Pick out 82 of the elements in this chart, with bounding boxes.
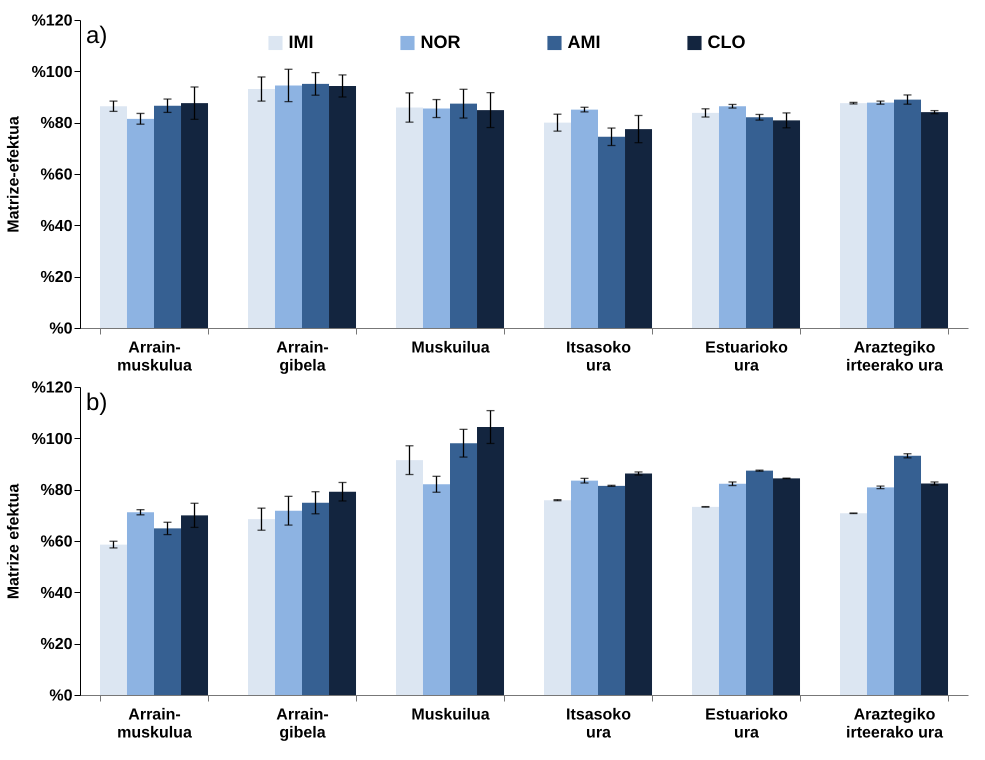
bar <box>773 478 800 695</box>
bar <box>181 103 208 328</box>
y-tick-label: %120 <box>32 380 73 396</box>
bar <box>921 112 948 328</box>
bar <box>181 515 208 695</box>
bar <box>126 118 154 328</box>
bar <box>477 110 504 328</box>
annotation: b) <box>86 389 108 416</box>
bar <box>718 106 746 328</box>
x-tick-label: Itsasoko ura <box>566 706 632 742</box>
bar <box>692 506 719 695</box>
bar <box>570 480 598 695</box>
bar <box>544 500 571 695</box>
bar <box>598 136 626 328</box>
bar <box>746 117 774 328</box>
bar <box>921 484 948 695</box>
bar <box>329 492 356 695</box>
annotation: a) <box>86 22 108 49</box>
bar <box>450 104 478 328</box>
bar <box>718 484 746 695</box>
y-tick-label: %60 <box>40 166 73 184</box>
bar <box>692 112 719 328</box>
bar <box>746 470 774 695</box>
y-tick-label: %100 <box>32 430 73 448</box>
x-tick-label: Estuarioko ura <box>705 340 788 374</box>
x-tick-label: Muskuilua <box>411 706 490 724</box>
bar <box>248 519 275 695</box>
bar <box>598 486 626 695</box>
y-tick-label: %100 <box>32 64 73 81</box>
bar <box>274 85 302 328</box>
y-axis-title: Matrize efektua <box>6 484 23 600</box>
bar <box>866 102 894 328</box>
bar <box>274 510 302 695</box>
x-tick-label: Arrain-muskulua <box>117 340 192 374</box>
y-tick-label: %40 <box>40 218 73 235</box>
bar <box>625 129 652 328</box>
bar <box>422 484 450 695</box>
x-tick-label: Arrain-gibela <box>276 706 329 742</box>
bar <box>302 502 330 695</box>
legend-label: NOR <box>420 32 460 52</box>
y-tick-label: %20 <box>40 269 73 286</box>
bar <box>625 473 652 695</box>
x-tick-label: Arrain-gibela <box>276 340 329 374</box>
y-tick-label: %60 <box>40 534 73 550</box>
bar <box>570 110 598 328</box>
x-tick-label: Muskuilua <box>411 340 490 356</box>
bar <box>396 460 423 695</box>
bar <box>100 106 127 328</box>
x-tick-label: Estuarioko ura <box>705 706 788 742</box>
bar <box>302 84 330 328</box>
bar <box>840 103 867 328</box>
bar <box>544 122 571 328</box>
bar <box>894 100 922 328</box>
y-tick-label: %40 <box>40 584 73 602</box>
legend-label: CLO <box>707 32 746 52</box>
y-axis-title: Matrize-efektua <box>6 116 23 233</box>
x-tick-label: Araztegiko irteerako ura <box>846 706 944 742</box>
x-tick-label: Arrain-muskulua <box>117 706 192 742</box>
y-tick-label: %20 <box>40 636 73 654</box>
y-tick-label: %0 <box>49 688 73 704</box>
bar <box>154 528 182 695</box>
bar <box>477 427 504 695</box>
legend-label: IMI <box>288 32 314 52</box>
bar <box>450 443 478 695</box>
bar <box>773 120 800 328</box>
y-tick-label: %120 <box>32 12 73 30</box>
legend-label: AMI <box>567 32 600 52</box>
bar <box>840 513 867 695</box>
bar <box>100 544 127 695</box>
y-tick-label: %0 <box>49 320 73 338</box>
bar <box>396 108 423 328</box>
x-tick-label: Araztegiko irteerako ura <box>846 340 944 374</box>
bar <box>422 108 450 328</box>
bar <box>894 456 922 695</box>
y-tick-label: %80 <box>40 482 73 500</box>
bar <box>126 512 154 695</box>
x-tick-label: Itsasoko ura <box>566 340 632 374</box>
bar <box>329 86 356 328</box>
bar <box>866 487 894 695</box>
y-tick-label: %80 <box>40 115 73 132</box>
bar <box>154 106 182 328</box>
bar <box>248 89 275 328</box>
